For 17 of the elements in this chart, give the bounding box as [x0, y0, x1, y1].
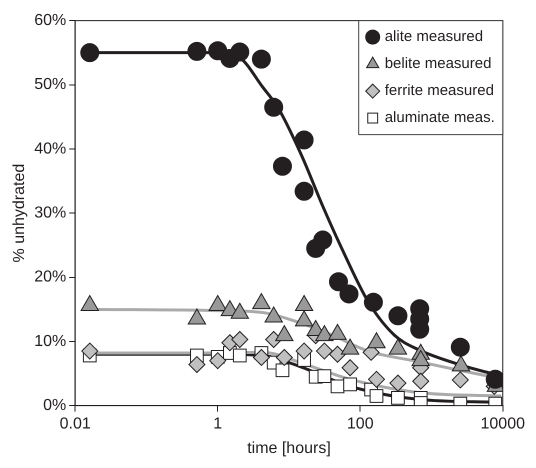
x-tick-label: 100 — [346, 416, 374, 433]
x-tick-label: 0.01 — [60, 416, 91, 433]
y-tick-label: 40% — [34, 140, 66, 158]
legend-label: alite measured — [384, 28, 484, 46]
x-tick-label: 1 — [213, 416, 222, 433]
legend-label: ferrite measured — [384, 82, 494, 100]
y-tick-label: 50% — [34, 76, 66, 94]
x-axis-title: time [hours] — [247, 440, 331, 457]
y-tick-label: 20% — [34, 268, 66, 286]
legend-label: aluminate meas. — [384, 109, 495, 126]
y-tick-label: 60% — [34, 12, 66, 30]
y-tick-label: 10% — [34, 332, 66, 350]
y-tick-label: 0% — [43, 397, 66, 414]
legend-label: belite measured — [384, 55, 492, 72]
y-axis-title: % unhydrated — [11, 164, 28, 262]
y-tick-label: 30% — [34, 204, 66, 222]
x-tick-label: 10000 — [480, 416, 526, 433]
